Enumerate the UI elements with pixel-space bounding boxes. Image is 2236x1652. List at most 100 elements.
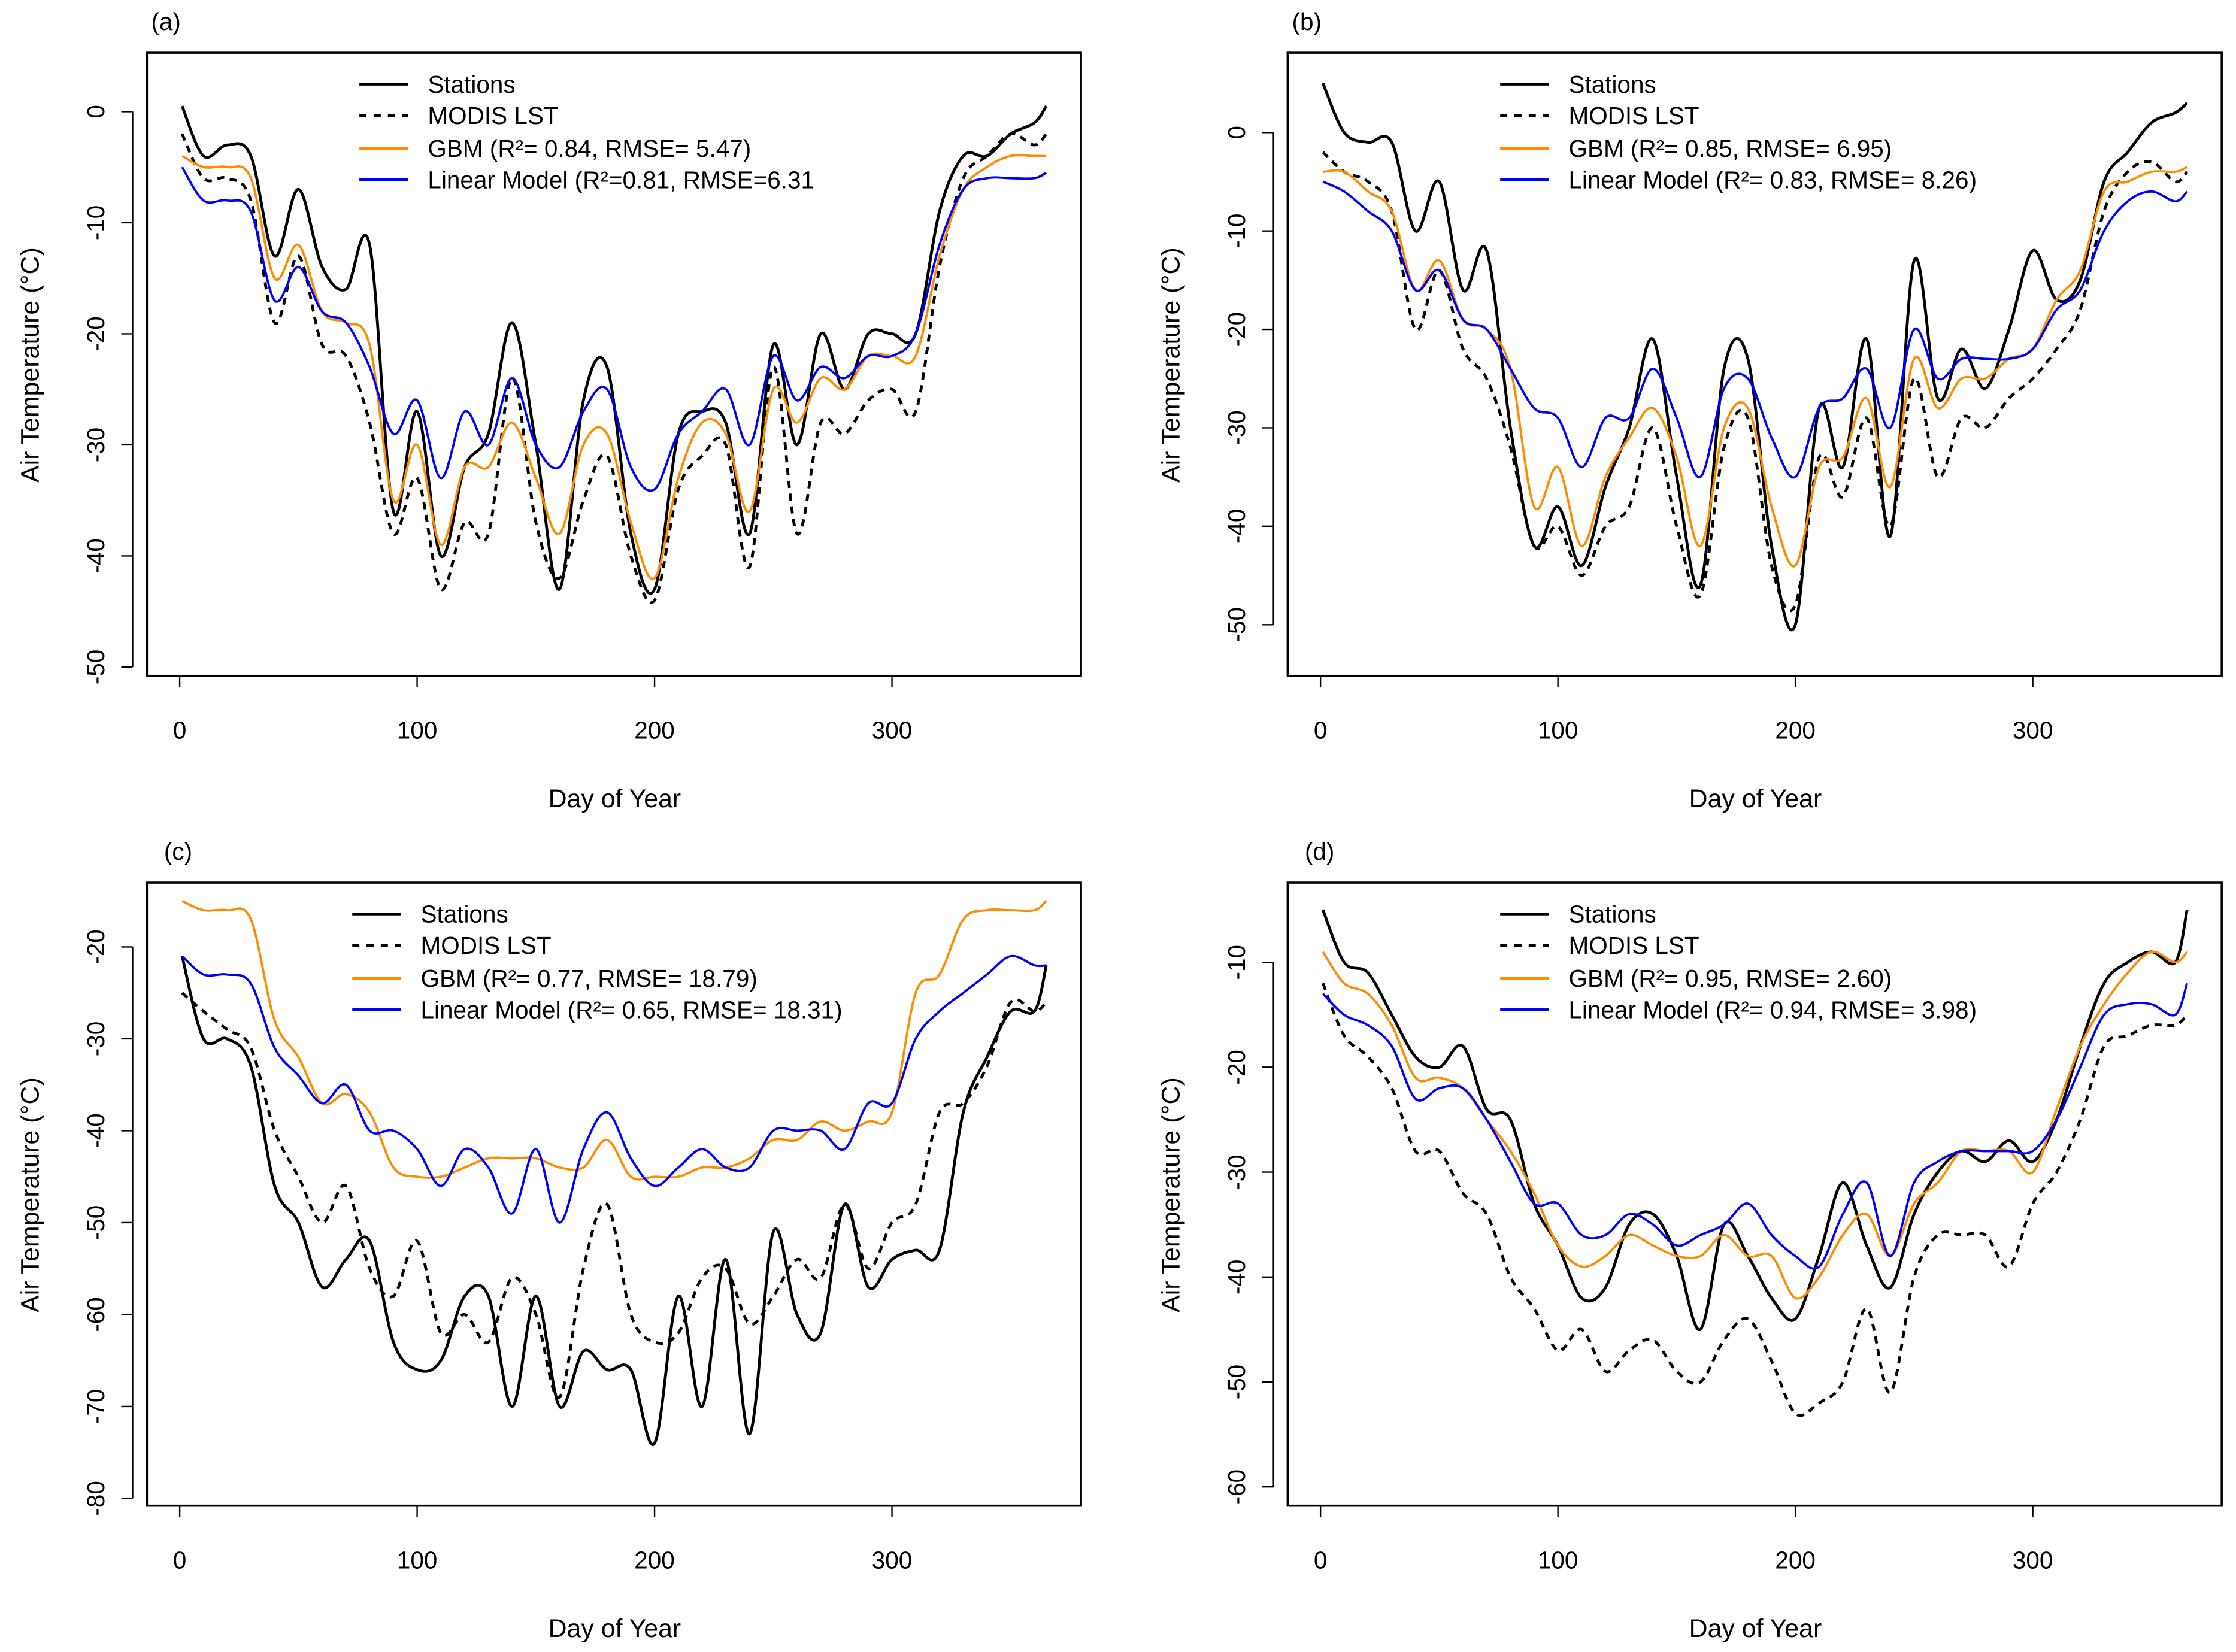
y-tick-label: -70 xyxy=(82,1389,110,1424)
y-axis: -20 -30 -40 -50 -60 -70 -80 Air Temperature (°C… xyxy=(16,929,134,1516)
x-tick-label: 200 xyxy=(1775,1546,1816,1574)
y-tick-label: 0 xyxy=(1223,126,1250,140)
legend-label: GBM (R²= 0.84, RMSE= 5.47) xyxy=(428,135,751,162)
legend-label: MODIS LST xyxy=(421,932,552,959)
x-tick-label: 0 xyxy=(1314,717,1328,744)
legend-label: Stations xyxy=(421,901,508,928)
legend: Stations MODIS LST GBM (R²= 0.85, RMSE= 6.… xyxy=(1500,71,1977,193)
x-tick-label: 200 xyxy=(1775,717,1816,744)
y-tick-label: -30 xyxy=(82,428,110,462)
y-tick-label: -60 xyxy=(82,1297,110,1332)
y-tick-label: -40 xyxy=(82,1113,110,1148)
x-tick-label: 0 xyxy=(173,717,187,744)
series-line-gbm xyxy=(181,900,1047,1181)
y-axis-title: Air Temperature (°C) xyxy=(1156,1077,1185,1312)
legend: Stations MODIS LST GBM (R²= 0.84, RMSE= 5.… xyxy=(359,71,814,193)
legend: Stations MODIS LST GBM (R²= 0.95, RMSE= 2.… xyxy=(1500,901,1977,1023)
y-tick-label: -10 xyxy=(1223,213,1250,248)
series-line-modis xyxy=(1321,983,2188,1417)
x-axis-title: Day of Year xyxy=(549,1614,681,1643)
x-axis: 0 100 200 300 Day of Year xyxy=(1314,675,2053,813)
x-axis: 0 100 200 300 Day of Year xyxy=(173,1505,913,1643)
legend-label: GBM (R²= 0.95, RMSE= 2.60) xyxy=(1568,965,1892,992)
y-tick-label: -40 xyxy=(1223,1260,1250,1295)
x-tick-label: 100 xyxy=(397,717,438,744)
legend-label: MODIS LST xyxy=(1568,102,1699,129)
series-line-stations xyxy=(1322,83,2188,632)
y-tick-label: -40 xyxy=(1223,509,1250,544)
legend-label: Stations xyxy=(1568,901,1656,928)
y-axis: 0 -10 -20 -30 -40 -50 Air Temperature (°C) xyxy=(1156,126,1274,642)
panel-label: (b) xyxy=(1292,8,1322,35)
legend-label: Linear Model (R²= 0.83, RMSE= 8.26) xyxy=(1568,166,1977,193)
panel-label: (a) xyxy=(151,8,180,35)
legend-label: Stations xyxy=(428,71,515,98)
x-tick-label: 200 xyxy=(634,1546,675,1574)
series-line-gbm xyxy=(1323,166,2188,568)
x-tick-label: 100 xyxy=(1538,1546,1578,1574)
series-line-modis xyxy=(181,992,1047,1399)
x-tick-label: 200 xyxy=(634,717,675,744)
panel-label: (c) xyxy=(164,838,192,865)
y-tick-label: -50 xyxy=(1223,1365,1250,1400)
y-tick-label: -40 xyxy=(82,538,110,573)
y-axis-title: Air Temperature (°C) xyxy=(16,247,44,483)
series-line-gbm xyxy=(181,154,1047,581)
y-axis: -10 -20 -30 -40 -50 -60 Air Temperature (°C) xyxy=(1156,945,1274,1505)
y-tick-label: -30 xyxy=(1223,410,1250,445)
series-line-modis xyxy=(180,132,1048,604)
series-line-linear xyxy=(181,954,1047,1224)
y-tick-label: -50 xyxy=(1223,607,1250,642)
y-tick-label: -50 xyxy=(82,650,110,684)
series-line-linear xyxy=(181,166,1047,492)
legend-label: MODIS LST xyxy=(1568,932,1699,959)
y-tick-label: -30 xyxy=(1223,1154,1250,1190)
x-tick-label: 300 xyxy=(2013,1546,2053,1574)
series-line-stations xyxy=(180,956,1048,1447)
y-tick-label: -20 xyxy=(82,316,110,351)
series-line-linear xyxy=(1322,180,2188,479)
x-axis: 0 100 200 300 Day of Year xyxy=(173,675,913,813)
y-tick-label: -30 xyxy=(82,1021,110,1056)
y-tick-label: 0 xyxy=(82,105,110,119)
legend-label: Stations xyxy=(1568,71,1656,98)
series-line-modis xyxy=(1322,151,2189,613)
series-line-linear xyxy=(1322,983,2189,1270)
x-axis-title: Day of Year xyxy=(1689,1614,1822,1643)
legend-label: Linear Model (R²= 0.94, RMSE= 3.98) xyxy=(1568,996,1977,1023)
x-tick-label: 0 xyxy=(173,1546,187,1574)
panel-a: (a) 0 100 200 300 Day of Year 0 -10 -20 -30 -40 -50… xyxy=(16,8,1082,813)
x-tick-label: 100 xyxy=(397,1546,438,1574)
legend-label: MODIS LST xyxy=(428,102,558,129)
y-tick-label: -20 xyxy=(82,929,110,965)
y-axis-title: Air Temperature (°C) xyxy=(16,1077,44,1312)
series-line-stations xyxy=(180,105,1048,595)
panel-b: (b) 0 100 200 300 Day of Year 0 -10 -20 -30 -40 -50… xyxy=(1156,8,2223,813)
legend: Stations MODIS LST GBM (R²= 0.77, RMSE= 18… xyxy=(352,901,843,1023)
x-tick-label: 300 xyxy=(872,717,913,744)
x-axis-title: Day of Year xyxy=(1689,784,1822,813)
y-tick-label: -80 xyxy=(82,1481,110,1516)
x-tick-label: 300 xyxy=(872,1546,913,1574)
panel-label: (d) xyxy=(1305,838,1334,865)
y-tick-label: -60 xyxy=(1223,1469,1250,1505)
legend-label: GBM (R²= 0.85, RMSE= 6.95) xyxy=(1568,135,1892,162)
x-tick-label: 100 xyxy=(1538,717,1578,744)
y-tick-label: -10 xyxy=(82,205,110,241)
y-tick-label: -10 xyxy=(1223,945,1250,980)
x-axis-title: Day of Year xyxy=(549,784,681,813)
legend-label: GBM (R²= 0.77, RMSE= 18.79) xyxy=(421,965,758,992)
y-axis-title: Air Temperature (°C) xyxy=(1156,247,1185,483)
y-tick-label: -20 xyxy=(1223,1050,1250,1085)
y-tick-label: -20 xyxy=(1223,312,1250,347)
x-tick-label: 0 xyxy=(1314,1546,1328,1574)
x-tick-label: 300 xyxy=(2013,717,2053,744)
legend-label: Linear Model (R²= 0.65, RMSE= 18.31) xyxy=(421,996,843,1023)
y-tick-label: -50 xyxy=(82,1205,110,1241)
y-axis: 0 -10 -20 -30 -40 -50 Air Temperature (°C) xyxy=(16,105,134,684)
x-axis: 0 100 200 300 Day of Year xyxy=(1314,1505,2053,1643)
legend-label: Linear Model (R²=0.81, RMSE=6.31 xyxy=(428,166,814,193)
